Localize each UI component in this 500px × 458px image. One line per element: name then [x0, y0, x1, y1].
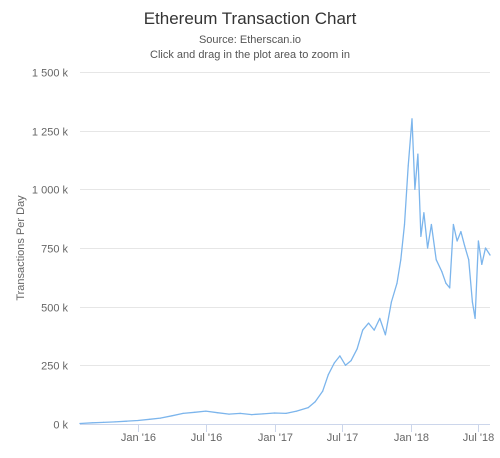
data-point	[373, 329, 375, 331]
data-point	[423, 212, 425, 214]
y-axis-title: Transactions Per Day	[15, 195, 27, 301]
data-point	[489, 254, 491, 256]
data-point	[285, 412, 287, 414]
data-point	[414, 188, 416, 190]
data-point	[471, 301, 473, 303]
data-point	[102, 421, 105, 423]
x-tick-label: Jul '16	[191, 432, 222, 444]
data-point	[262, 413, 264, 415]
data-point	[228, 413, 230, 415]
data-point	[407, 165, 409, 167]
y-tick-label: 250 k	[41, 361, 68, 373]
data-point	[114, 421, 116, 423]
data-point	[171, 415, 173, 417]
data-point	[307, 407, 309, 409]
data-point	[484, 247, 487, 249]
data-point	[273, 412, 276, 414]
data-point	[350, 360, 352, 362]
data-point	[464, 245, 466, 247]
x-tick-label: Jul '17	[327, 432, 358, 444]
data-point	[339, 355, 341, 357]
data-point	[239, 412, 241, 414]
data-point	[205, 410, 207, 412]
y-tick-label: 1 250 k	[32, 127, 69, 139]
y-axis-ticks: 0 k 250 k 500 k 750 k 1 000 k 1 250 k 1 500 k	[32, 68, 69, 432]
data-point	[344, 364, 347, 366]
chart-subtitle-hint: Click and drag in the plot area to zoom …	[150, 49, 350, 61]
data-point	[194, 411, 196, 413]
data-point	[91, 422, 93, 424]
data-point	[322, 390, 324, 392]
data-point	[384, 334, 386, 336]
data-point	[417, 153, 419, 155]
chart-title: Ethereum Transaction Chart	[144, 9, 357, 28]
data-point	[456, 240, 458, 242]
y-gridlines	[80, 72, 490, 425]
data-point	[427, 247, 429, 249]
x-tick-label: Jul '18	[463, 432, 494, 444]
data-point	[182, 412, 184, 414]
y-tick-label: 500 k	[41, 303, 68, 315]
y-tick-label: 0 k	[53, 420, 68, 432]
data-point	[481, 263, 483, 265]
data-point	[468, 259, 470, 261]
x-tick-label: Jan '18	[394, 432, 429, 444]
data-point	[314, 401, 316, 403]
data-point	[449, 287, 451, 289]
plot-area[interactable]	[80, 72, 490, 424]
x-tick-label: Jan '17	[258, 432, 293, 444]
data-point	[125, 420, 127, 422]
x-axis-ticks: Jan '16 Jul '16 Jan '17 Jul '17 Jan '18 Jul '…	[80, 424, 494, 444]
chart-subtitle-source: Source: Etherscan.io	[199, 34, 301, 46]
data-point	[396, 282, 398, 284]
data-point	[435, 259, 437, 261]
data-point	[216, 412, 218, 414]
data-point	[79, 422, 81, 425]
data-point	[296, 410, 298, 412]
data-point	[441, 270, 443, 273]
data-point	[411, 118, 413, 120]
data-point	[333, 362, 335, 364]
data-point	[251, 414, 253, 416]
x-tick-label: Jan '16	[121, 432, 156, 444]
data-point	[420, 235, 422, 237]
data-point	[148, 418, 151, 420]
data-point	[137, 419, 139, 422]
data-point	[356, 348, 358, 350]
data-point	[445, 282, 447, 284]
data-point	[460, 231, 462, 233]
data-point	[474, 317, 476, 319]
data-point	[379, 317, 381, 319]
y-tick-label: 1 000 k	[32, 185, 69, 197]
data-point	[403, 223, 406, 226]
data-point	[390, 301, 392, 303]
data-point	[477, 240, 479, 242]
series-layer	[79, 118, 491, 425]
data-point	[452, 223, 454, 226]
data-point	[430, 223, 432, 226]
data-point	[327, 374, 329, 376]
y-tick-label: 1 500 k	[32, 68, 69, 80]
data-point	[368, 322, 370, 324]
data-point	[400, 259, 402, 261]
y-tick-label: 750 k	[41, 244, 68, 256]
data-point	[159, 417, 161, 419]
data-point	[362, 329, 364, 331]
